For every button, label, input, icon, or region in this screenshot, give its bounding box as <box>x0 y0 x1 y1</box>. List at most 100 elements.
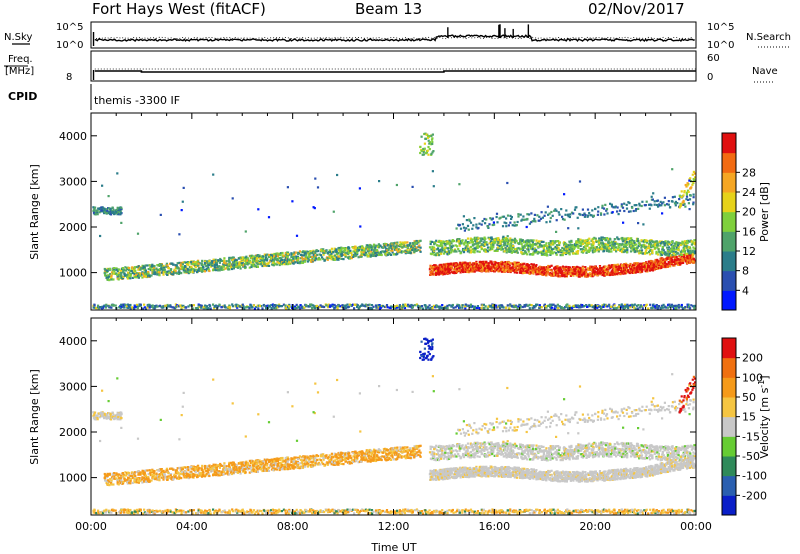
echo-cell <box>535 242 538 245</box>
echo-cell <box>526 253 529 256</box>
echo-cell <box>108 279 111 282</box>
echo-cell <box>636 268 639 272</box>
echo-cell <box>350 254 353 257</box>
echo-cell <box>167 270 170 273</box>
echo-cell <box>649 259 653 263</box>
echo-cell <box>234 265 238 268</box>
echo-cell <box>500 265 503 268</box>
echo-cell <box>254 257 257 260</box>
echo-cell <box>172 273 175 276</box>
echo-cell <box>508 239 511 242</box>
echo-cell <box>127 266 130 270</box>
echo-cell <box>591 275 594 278</box>
echo-cell <box>526 267 529 270</box>
echo-cell <box>605 268 609 271</box>
echo-cell <box>633 267 636 270</box>
echo-cell <box>152 266 156 269</box>
echo-cell <box>276 260 279 263</box>
echo-cell <box>303 253 307 256</box>
echo-cell <box>217 305 220 308</box>
echo-cell <box>92 211 96 214</box>
echo-cell <box>563 271 566 275</box>
echo-cell <box>335 256 338 259</box>
echo-cell <box>388 252 391 255</box>
echo-cell <box>555 240 558 243</box>
echo-cell <box>167 266 170 270</box>
echo-cell <box>455 305 459 308</box>
echo-cell <box>634 262 637 265</box>
echo-cell <box>272 304 275 307</box>
echo-cell <box>428 246 432 249</box>
echo-cell <box>458 238 461 241</box>
echo-cell <box>555 253 558 256</box>
echo-cell <box>151 304 154 307</box>
echo-cell <box>376 254 379 257</box>
echo-cell <box>127 271 130 274</box>
echo-cell <box>165 265 168 268</box>
echo-cell <box>662 303 665 306</box>
echo-cell <box>144 273 147 276</box>
echo-cell <box>435 239 438 242</box>
echo-cell <box>471 238 474 241</box>
echo-cell <box>569 268 572 271</box>
echo-cell <box>522 271 525 275</box>
echo-cell <box>462 251 466 254</box>
echo-cell <box>215 304 218 307</box>
echo-cell <box>633 271 636 274</box>
echo-cell <box>622 269 625 273</box>
echo-cell <box>550 264 553 267</box>
echo-cell <box>245 260 248 264</box>
echo-cell <box>558 243 561 247</box>
echo-cell <box>104 274 107 277</box>
echo-cell <box>100 306 103 309</box>
echo-cell <box>474 240 477 243</box>
echo-cell <box>180 272 183 275</box>
echo-cell <box>467 304 471 307</box>
echo-cell <box>228 258 231 261</box>
echo-cell <box>576 252 579 255</box>
echo-cell <box>425 152 428 155</box>
echo-cell <box>683 256 686 259</box>
echo-cell <box>540 240 543 243</box>
echo-cell <box>413 304 417 307</box>
echo-cell <box>241 256 244 259</box>
echo-cell <box>618 265 621 268</box>
echo-cell <box>623 303 627 306</box>
echo-cell <box>105 274 108 277</box>
echo-cell <box>187 268 190 271</box>
echo-cell <box>414 242 417 245</box>
echo-cell <box>488 242 491 245</box>
echo-cell <box>143 267 147 271</box>
echo-cell <box>422 153 425 156</box>
echo-cell <box>634 307 637 310</box>
echo-cell <box>682 253 685 257</box>
echo-cell <box>439 265 442 268</box>
echo-cell <box>663 306 666 309</box>
echo-cell <box>335 253 339 256</box>
echo-cell <box>554 271 558 274</box>
echo-cell <box>345 304 348 307</box>
echo-cell <box>337 255 340 258</box>
echo-cell <box>520 238 523 241</box>
echo-cell <box>385 304 389 307</box>
echo-cell <box>477 267 480 270</box>
echo-cell <box>576 241 579 244</box>
echo-cell <box>570 250 573 253</box>
echo-cell <box>335 250 338 253</box>
echo-cell <box>415 241 418 244</box>
echo-cell <box>98 211 101 214</box>
echo-cell <box>628 264 631 267</box>
echo-cell <box>112 304 115 307</box>
echo-cell <box>278 305 281 308</box>
echo-cell <box>548 246 551 249</box>
echo-cell <box>297 261 300 264</box>
echo-cell <box>142 267 145 270</box>
echo-cell <box>495 237 498 240</box>
echo-cell <box>255 306 258 309</box>
echo-cell <box>115 267 118 270</box>
echo-cell <box>514 241 517 244</box>
echo-cell <box>358 305 361 308</box>
echo-cell <box>402 250 405 253</box>
echo-cell <box>381 250 384 253</box>
